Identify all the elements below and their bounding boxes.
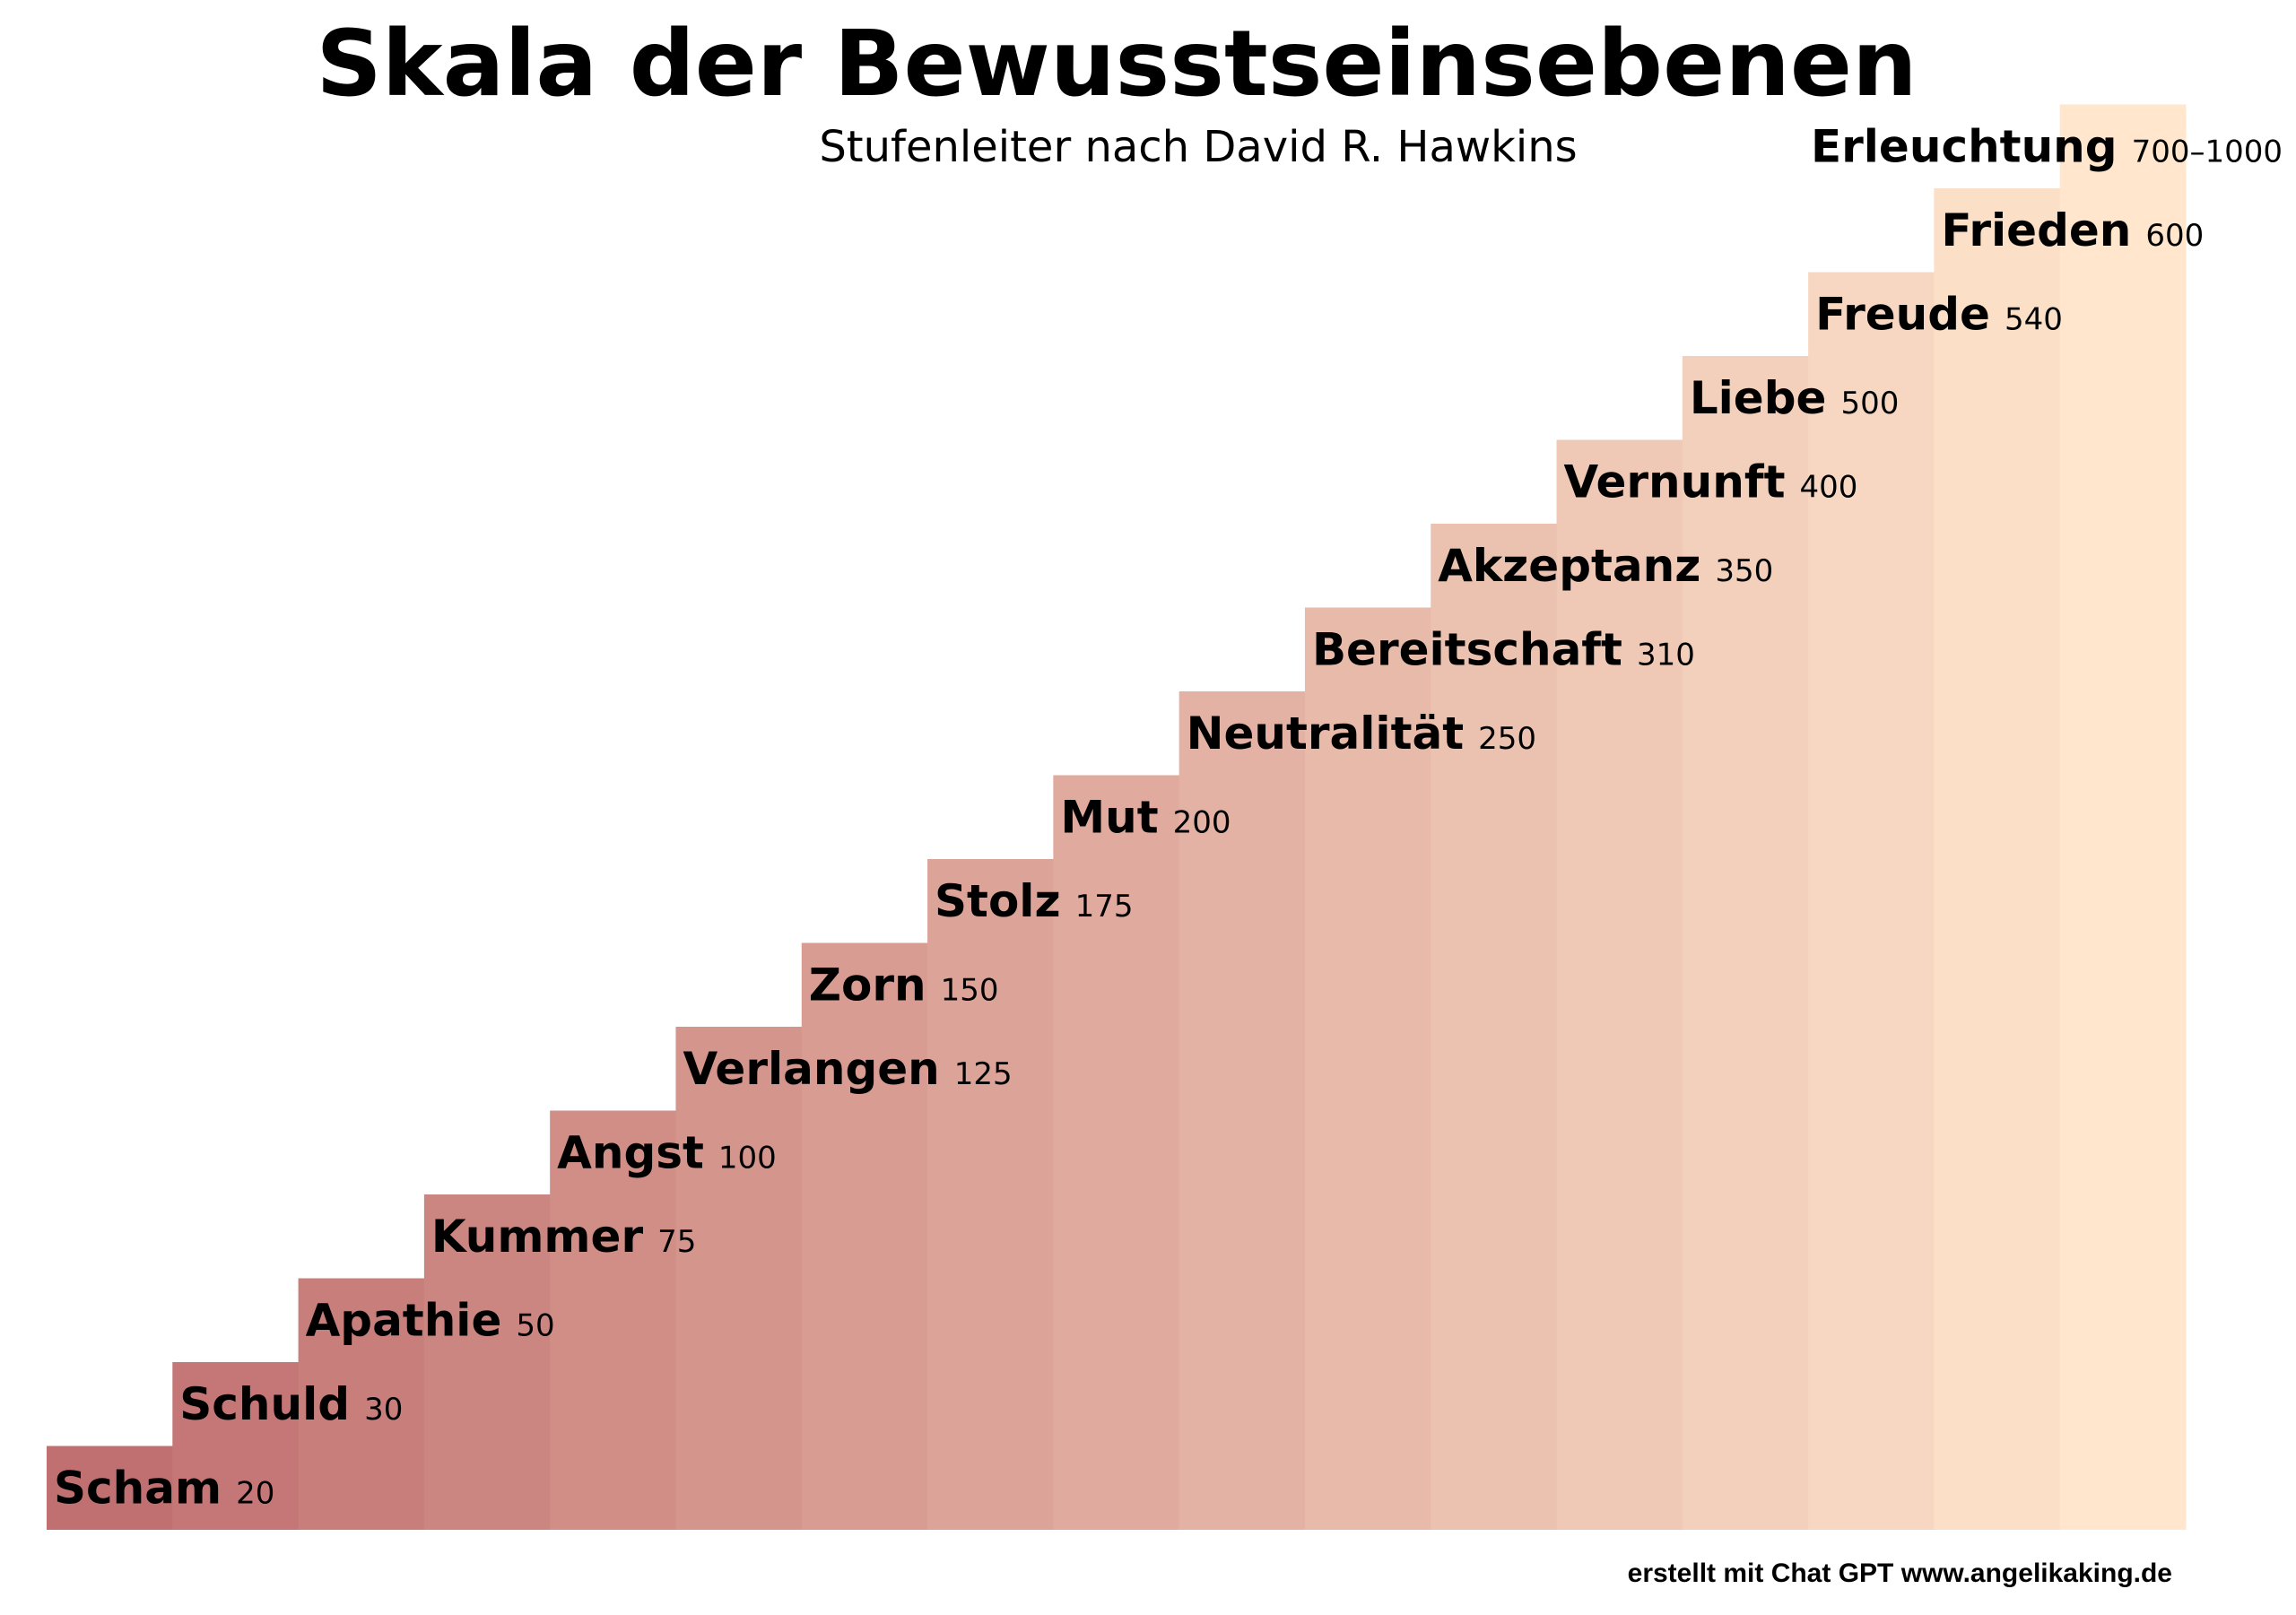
bar-scham [47,1446,173,1530]
level-value-label: 310 [1637,638,1695,673]
level-value-label: 540 [2005,302,2063,338]
bar-schuld [172,1362,300,1530]
bar-frieden [1934,188,2061,1530]
bar-mut [1053,775,1180,1530]
bar-vernunft [1556,439,1683,1530]
level-value-label: 100 [718,1141,777,1177]
level-name-label: Apathie [306,1295,502,1347]
level-name-label: Liebe [1690,372,1827,424]
footer-credit: erstellt mit Chat GPT www.angelikaking.d… [1628,1559,2172,1588]
level-value-label: 175 [1075,889,1134,925]
level-value-label: 400 [1800,470,1858,506]
bar-bereitschaft [1304,607,1431,1530]
bar-neutralität [1178,691,1306,1530]
bar-zorn [801,942,928,1530]
level-name-label: Frieden [1941,204,2131,256]
bar-stolz [927,859,1054,1530]
chart-title: Skala der Bewusstseinsebenen [316,11,1917,117]
level-value-label: 700–1000 [2132,135,2283,170]
level-name-label: Verlangen [683,1043,939,1095]
level-value-label: 150 [941,973,999,1009]
bar-apathie [298,1278,425,1530]
level-value-label: 75 [657,1224,696,1260]
bar-akzeptanz [1431,524,1558,1530]
bar-verlangen [675,1027,803,1530]
level-value-label: 20 [236,1476,274,1512]
level-name-label: Neutralität [1187,708,1464,760]
bar-erleuchtung [2059,104,2187,1530]
level-name-label: Akzeptanz [1438,540,1700,592]
level-name-label: Vernunft [1564,456,1786,508]
level-value-label: 600 [2145,218,2204,254]
level-value-label: 30 [364,1392,403,1428]
level-value-label: 125 [954,1056,1013,1092]
level-value-label: 200 [1173,805,1231,841]
bar-kummer [423,1194,551,1530]
level-name-label: Erleuchtung [1811,121,2118,173]
level-name-label: Zorn [809,959,926,1012]
labels-group: Scham 20 Schuld 30 Apathie 50 Kummer 75 Angst 100… [54,121,2283,1515]
level-name-label: Stolz [935,875,1061,927]
bar-freude [1808,272,1935,1530]
level-value-label: 250 [1478,721,1536,757]
level-value-label: 50 [516,1308,554,1344]
bars-group [47,104,2187,1530]
level-name-label: Scham [54,1463,222,1515]
level-value-label: 350 [1715,553,1773,589]
level-name-label: Schuld [179,1378,350,1430]
level-value-label: 500 [1840,386,1899,421]
level-name-label: Mut [1060,792,1158,844]
level-name-label: Kummer [431,1211,644,1263]
level-name-label: Bereitschaft [1312,624,1622,676]
level-name-label: Freude [1815,289,1990,341]
chart-subtitle: Stufenleiter nach David R. Hawkins [819,122,1577,172]
level-name-label: Angst [557,1127,704,1179]
bar-liebe [1682,356,1809,1530]
bar-angst [550,1110,676,1530]
